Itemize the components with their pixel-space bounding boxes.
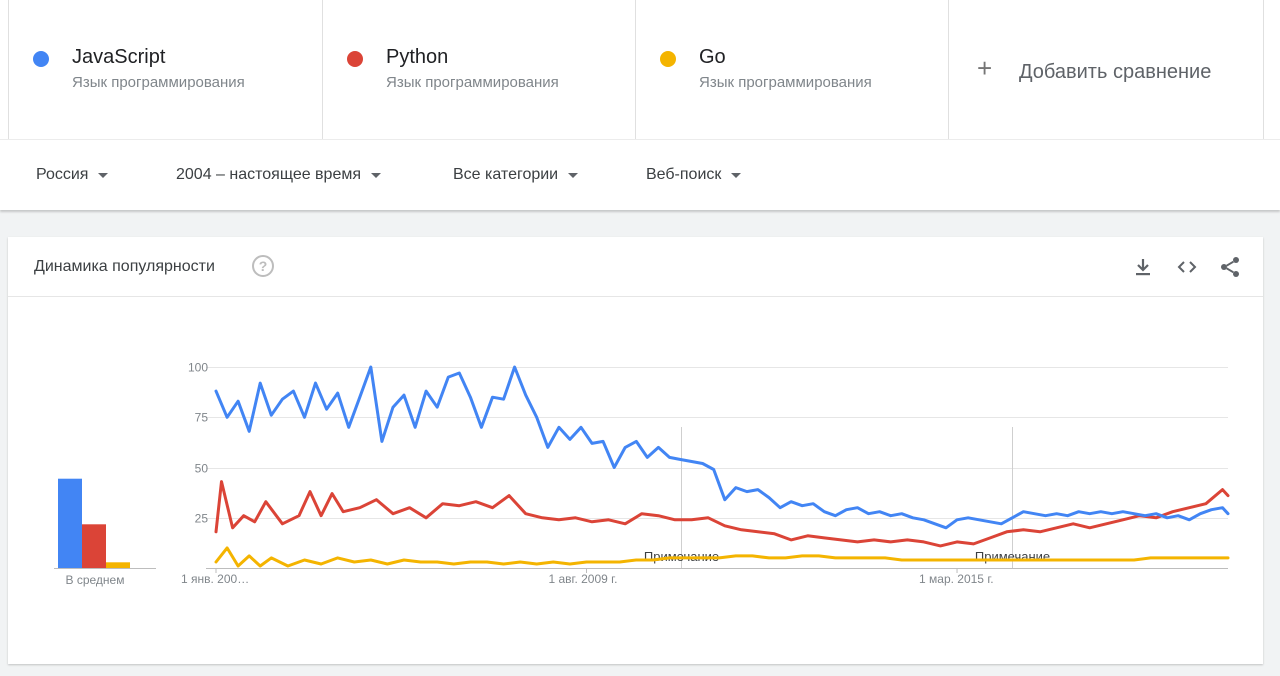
dropdown-arrow-icon	[98, 172, 109, 178]
search-type-value: Веб-поиск	[646, 166, 722, 183]
y-tick-label: 25	[195, 512, 209, 526]
series-color-dot	[33, 51, 49, 67]
compare-terms-bar: JavaScript Язык программирования Python …	[0, 0, 1280, 139]
chart-notes: Примечание Примечание	[644, 427, 1050, 568]
card-title: Динамика популярности	[34, 258, 215, 275]
y-tick-label: 75	[195, 411, 209, 425]
period-dropdown[interactable]: 2004 – настоящее время	[176, 166, 382, 184]
average-bar-go	[106, 562, 130, 568]
average-bar-javascript	[58, 478, 82, 568]
region-dropdown[interactable]: Россия	[36, 166, 109, 184]
plus-icon: +	[977, 53, 993, 83]
series-color-dot	[347, 51, 363, 67]
term-subtitle: Язык программирования	[386, 74, 559, 91]
term-subtitle: Язык программирования	[699, 74, 872, 91]
series-line-go[interactable]	[214, 546, 1230, 568]
series-color-dot	[660, 51, 676, 67]
region-value: Россия	[36, 166, 89, 183]
x-tick-label: 1 мар. 2015 г.	[919, 572, 994, 586]
average-bar-python	[82, 524, 106, 568]
interest-chart: В среднем 25 50 75 100 Примечание Примечание…	[54, 361, 1230, 587]
add-comparison-label: Добавить сравнение	[1019, 61, 1212, 83]
series-line-javascript[interactable]	[214, 365, 1230, 530]
term-name: Go	[699, 46, 726, 68]
x-tick-label: 1 янв. 200…	[181, 572, 249, 586]
term-name: JavaScript	[72, 46, 166, 68]
chart-series-lines	[214, 365, 1230, 568]
term-subtitle: Язык программирования	[72, 74, 245, 91]
card-header: Динамика популярности ?	[8, 237, 1263, 297]
interest-over-time-card: Динамика популярности ? В среднем 25 50 75…	[8, 237, 1263, 664]
download-icon[interactable]	[1131, 255, 1155, 279]
category-dropdown[interactable]: Все категории	[453, 166, 579, 184]
add-comparison-button[interactable]: + Добавить сравнение	[948, 0, 1264, 139]
term-card-python[interactable]: Python Язык программирования	[322, 0, 636, 139]
chart-x-axis: 1 янв. 200… 1 авг. 2009 г. 1 мар. 2015 г.	[181, 568, 994, 586]
term-card-go[interactable]: Go Язык программирования	[635, 0, 949, 139]
y-tick-label: 50	[195, 462, 209, 476]
dropdown-arrow-icon	[371, 172, 382, 178]
series-line-python[interactable]	[214, 480, 1230, 548]
dropdown-arrow-icon	[568, 172, 579, 178]
term-card-javascript[interactable]: JavaScript Язык программирования	[8, 0, 322, 139]
y-tick-label: 100	[188, 361, 208, 375]
category-value: Все категории	[453, 166, 559, 183]
share-icon[interactable]	[1218, 255, 1242, 279]
note-label[interactable]: Примечание	[975, 549, 1050, 564]
filter-bar: Россия 2004 – настоящее время Все катего…	[0, 139, 1280, 210]
chart-gridlines: 25 50 75 100	[188, 361, 1228, 569]
help-icon[interactable]: ?	[252, 255, 274, 277]
period-value: 2004 – настоящее время	[176, 166, 362, 183]
average-label: В среднем	[66, 573, 125, 587]
embed-code-icon[interactable]	[1175, 255, 1199, 279]
term-name: Python	[386, 46, 449, 68]
dropdown-arrow-icon	[731, 172, 742, 178]
x-tick-label: 1 авг. 2009 г.	[549, 572, 618, 586]
search-type-dropdown[interactable]: Веб-поиск	[646, 166, 742, 184]
average-bar-chart: В среднем	[54, 478, 156, 587]
